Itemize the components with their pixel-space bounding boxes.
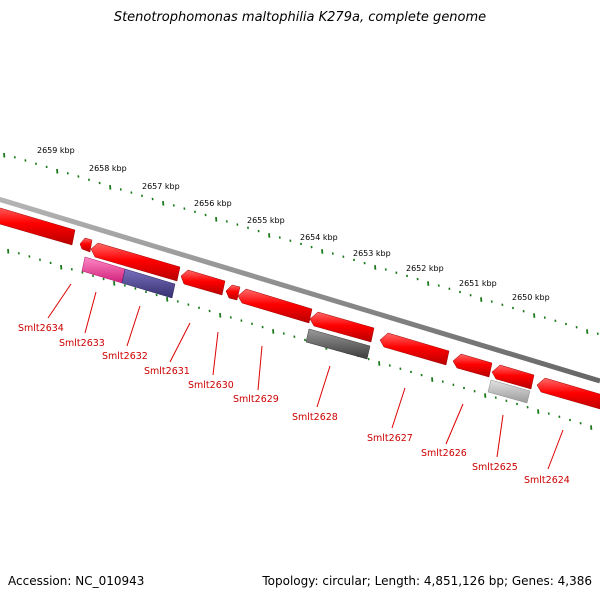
gene-label-smlt2626[interactable]: Smlt2626 bbox=[421, 448, 467, 459]
scale-labels: 2659 kbp 2658 kbp 2657 kbp 2656 kbp 2655… bbox=[37, 146, 550, 302]
tick-label-2656: 2656 kbp bbox=[194, 199, 232, 208]
gene-arrow-smlt2631[interactable] bbox=[180, 269, 226, 296]
gene-arrow-smlt2628[interactable] bbox=[309, 311, 375, 343]
gene-arrow-smlt2625[interactable] bbox=[491, 364, 535, 390]
tick-label-2650: 2650 kbp bbox=[512, 293, 550, 302]
gene-label-leaders bbox=[47, 283, 564, 470]
gene-arrow-smlt2634[interactable] bbox=[0, 205, 76, 246]
genome-title: Stenotrophomonas maltophilia K279a, comp… bbox=[113, 10, 487, 25]
gene-label-smlt2634[interactable]: Smlt2634 bbox=[18, 323, 64, 334]
gene-label-smlt2627[interactable]: Smlt2627 bbox=[367, 433, 413, 444]
leader-smlt2632 bbox=[126, 305, 141, 347]
genome-summary-footer: Topology: circular; Length: 4,851,126 bp… bbox=[262, 574, 592, 588]
gene-label-smlt2625[interactable]: Smlt2625 bbox=[472, 462, 518, 473]
gene-arrow-smlt2624[interactable] bbox=[536, 377, 600, 411]
gene-track bbox=[0, 205, 600, 411]
leader-smlt2624 bbox=[547, 429, 564, 470]
gene-label-smlt2633[interactable]: Smlt2633 bbox=[59, 338, 105, 349]
leader-smlt2629 bbox=[257, 345, 263, 391]
leader-smlt2626 bbox=[445, 403, 464, 445]
gene-arrow-smlt2633[interactable] bbox=[79, 237, 93, 253]
tick-label-2654: 2654 kbp bbox=[300, 233, 338, 242]
gene-label-smlt2629[interactable]: Smlt2629 bbox=[233, 394, 279, 405]
tick-label-2659: 2659 kbp bbox=[37, 146, 75, 155]
gene-label-smlt2631[interactable]: Smlt2631 bbox=[144, 366, 190, 377]
gene-label-smlt2628[interactable]: Smlt2628 bbox=[292, 412, 338, 423]
gene-arrow-smlt2632[interactable] bbox=[90, 242, 181, 282]
gene-label-smlt2624[interactable]: Smlt2624 bbox=[524, 475, 570, 486]
genome-backbone bbox=[0, 196, 600, 384]
accession-footer: Accession: NC_010943 bbox=[8, 574, 145, 588]
tick-label-2658: 2658 kbp bbox=[89, 164, 127, 173]
leader-smlt2634 bbox=[47, 283, 72, 319]
tick-label-2651: 2651 kbp bbox=[459, 279, 497, 288]
scale-ruler-outer bbox=[3, 152, 599, 335]
gene-labels: Smlt2634 Smlt2633 Smlt2632 Smlt2631 Smlt… bbox=[18, 323, 570, 486]
feature-block-light-gray[interactable] bbox=[487, 379, 531, 404]
tick-label-2655: 2655 kbp bbox=[247, 216, 285, 225]
feature-track bbox=[81, 256, 531, 404]
feature-block-purple[interactable] bbox=[121, 268, 176, 299]
leader-smlt2627 bbox=[391, 387, 406, 429]
gene-arrow-smlt2626[interactable] bbox=[452, 353, 493, 378]
gene-label-smlt2630[interactable]: Smlt2630 bbox=[188, 380, 234, 391]
leader-smlt2631 bbox=[169, 322, 191, 363]
leader-smlt2633 bbox=[84, 291, 97, 334]
scale-ruler-inner bbox=[7, 248, 593, 430]
gene-arrow-smlt2629[interactable] bbox=[237, 288, 313, 324]
gene-label-smlt2632[interactable]: Smlt2632 bbox=[102, 351, 148, 362]
gene-arrow-smlt2627[interactable] bbox=[379, 332, 450, 366]
tick-label-2657: 2657 kbp bbox=[142, 182, 180, 191]
tick-label-2652: 2652 kbp bbox=[406, 264, 444, 273]
leader-smlt2630 bbox=[212, 331, 219, 376]
feature-block-dark-gray[interactable] bbox=[305, 328, 371, 360]
leader-smlt2628 bbox=[316, 365, 331, 408]
tick-label-2653: 2653 kbp bbox=[353, 249, 391, 258]
gene-arrow-smlt2630[interactable] bbox=[225, 284, 241, 301]
leader-smlt2625 bbox=[496, 414, 504, 458]
